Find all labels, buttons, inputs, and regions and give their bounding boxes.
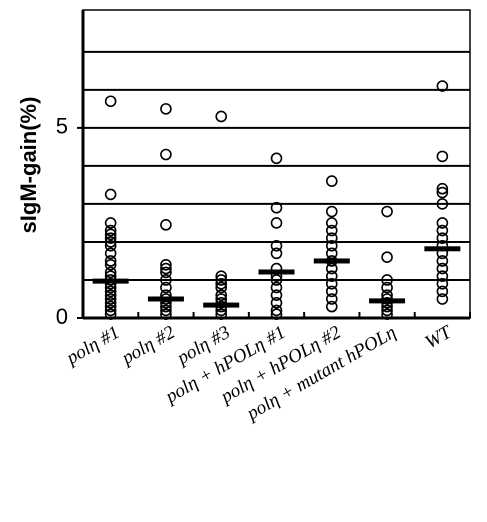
data-point xyxy=(436,198,449,210)
data-point xyxy=(270,304,283,317)
data-point xyxy=(104,232,117,244)
data-point xyxy=(270,201,283,214)
data-point xyxy=(325,217,338,229)
data-point xyxy=(104,304,117,317)
mean-bar xyxy=(203,302,240,308)
mean-bar xyxy=(424,246,461,252)
data-point xyxy=(104,224,117,237)
data-point xyxy=(104,258,117,271)
data-point xyxy=(104,293,117,305)
data-point xyxy=(160,274,172,286)
data-point xyxy=(104,308,117,320)
data-point xyxy=(104,188,117,201)
data-point xyxy=(325,175,338,187)
data-point xyxy=(104,296,117,309)
data-point xyxy=(215,110,228,123)
data-point xyxy=(104,285,117,298)
data-point xyxy=(160,300,172,313)
data-point xyxy=(104,255,117,267)
data-point xyxy=(436,182,449,195)
data-point xyxy=(436,270,449,282)
data-point xyxy=(104,266,117,279)
data-point xyxy=(381,304,393,317)
data-point xyxy=(436,285,449,298)
y-tick-label: 5 xyxy=(56,114,68,139)
data-point xyxy=(160,266,172,279)
mean-bar xyxy=(258,269,295,275)
data-point xyxy=(436,186,449,199)
data-point xyxy=(381,308,393,320)
data-point xyxy=(215,308,228,320)
mean-bar xyxy=(92,278,129,284)
data-point xyxy=(104,289,117,301)
data-point xyxy=(270,296,283,309)
data-point xyxy=(160,219,172,231)
data-point xyxy=(325,270,338,282)
data-point xyxy=(104,95,117,108)
data-point xyxy=(160,258,172,271)
data-point xyxy=(325,277,338,290)
data-point xyxy=(104,239,117,252)
data-point xyxy=(160,281,172,294)
data-point xyxy=(215,274,228,286)
data-point xyxy=(104,236,117,248)
data-point xyxy=(381,251,393,263)
data-point xyxy=(270,152,283,165)
data-point xyxy=(215,281,228,294)
data-point xyxy=(436,217,449,229)
data-point xyxy=(270,247,283,260)
data-point xyxy=(160,262,172,275)
data-point xyxy=(270,239,283,252)
data-point xyxy=(436,262,449,275)
data-point xyxy=(381,274,393,286)
data-point xyxy=(270,217,283,229)
data-point xyxy=(325,247,338,260)
mean-bar xyxy=(147,296,184,302)
data-point xyxy=(215,270,228,282)
data-point xyxy=(215,289,228,301)
data-point xyxy=(436,255,449,267)
data-point xyxy=(104,247,117,260)
data-point xyxy=(436,293,449,305)
data-point xyxy=(325,224,338,237)
data-point xyxy=(160,304,172,317)
data-point xyxy=(436,232,449,244)
data-point xyxy=(104,300,117,313)
y-axis-label: sIgM-gain(%) xyxy=(16,97,41,234)
data-point xyxy=(215,277,228,290)
data-point xyxy=(381,281,393,294)
data-point xyxy=(325,300,338,313)
data-point xyxy=(160,148,172,161)
data-point xyxy=(325,285,338,298)
data-point xyxy=(325,239,338,252)
data-point xyxy=(325,293,338,305)
y-tick-label: 0 xyxy=(56,304,68,329)
data-point xyxy=(104,228,117,241)
data-point xyxy=(436,80,449,92)
data-point xyxy=(436,277,449,290)
data-point xyxy=(270,289,283,301)
x-tick-label: WT xyxy=(422,321,457,353)
x-tick-label: polη #2 xyxy=(117,322,179,370)
x-tick-label: polη #1 xyxy=(61,322,123,370)
data-point xyxy=(160,103,172,115)
data-point xyxy=(436,224,449,237)
data-point xyxy=(270,308,283,320)
data-point xyxy=(325,232,338,244)
mean-bar xyxy=(369,298,406,304)
data-point xyxy=(270,274,283,286)
data-point xyxy=(160,308,172,320)
data-point xyxy=(325,205,338,218)
data-point xyxy=(436,150,449,163)
data-point xyxy=(270,281,283,294)
data-point xyxy=(325,262,338,275)
data-point xyxy=(104,217,117,229)
data-point xyxy=(381,205,393,218)
mean-bar xyxy=(313,258,350,264)
